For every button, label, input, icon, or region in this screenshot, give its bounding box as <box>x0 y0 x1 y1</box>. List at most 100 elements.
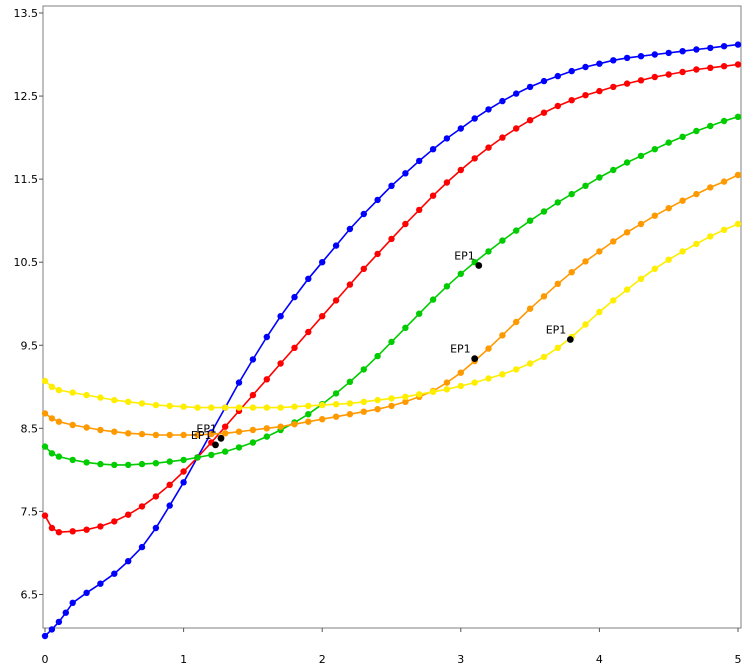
data-point <box>485 144 492 151</box>
series-line <box>44 174 739 436</box>
data-point <box>443 283 451 290</box>
data-point <box>526 217 534 224</box>
data-point <box>568 67 575 75</box>
data-point <box>499 332 506 339</box>
data-point <box>69 599 76 606</box>
data-point <box>83 526 90 533</box>
data-point <box>125 430 132 437</box>
data-point <box>679 197 686 204</box>
y-tick-label: 11.5 <box>14 173 39 186</box>
data-point <box>402 324 409 331</box>
data-point <box>194 431 201 439</box>
data-point <box>332 242 340 249</box>
data-point <box>485 106 492 113</box>
data-point <box>235 428 243 435</box>
data-point <box>97 426 104 434</box>
data-point <box>471 379 478 386</box>
data-point <box>637 152 645 160</box>
data-point <box>180 456 187 464</box>
data-point <box>734 220 742 228</box>
data-point <box>623 80 631 87</box>
data-point <box>263 404 270 411</box>
data-point <box>679 48 686 55</box>
data-point <box>402 398 409 405</box>
y-tick-label: 10.5 <box>14 256 39 269</box>
data-point <box>97 394 104 401</box>
data-point <box>679 68 686 76</box>
series-3 <box>41 113 742 469</box>
data-point <box>457 369 464 376</box>
series-2 <box>41 61 742 536</box>
data-point <box>429 388 437 395</box>
data-point <box>429 192 437 199</box>
data-point <box>83 391 90 399</box>
data-point <box>610 83 617 91</box>
y-tick-label: 7.5 <box>21 505 39 518</box>
data-point <box>707 184 714 191</box>
data-point <box>249 391 257 399</box>
data-point <box>48 383 56 390</box>
data-point <box>235 404 243 411</box>
data-point <box>540 208 548 215</box>
data-point <box>138 543 146 551</box>
data-point <box>166 481 173 488</box>
data-point <box>596 174 603 181</box>
data-point <box>526 83 534 91</box>
data-point <box>623 54 631 62</box>
data-point <box>41 377 49 385</box>
data-point <box>332 297 340 304</box>
data-point <box>596 87 603 95</box>
data-point <box>55 453 63 460</box>
data-point <box>48 524 56 532</box>
data-point <box>374 352 381 360</box>
data-point <box>513 125 520 132</box>
data-point <box>152 460 160 467</box>
data-point <box>665 49 672 57</box>
data-point <box>679 248 686 255</box>
series-4 <box>41 171 742 439</box>
data-point <box>319 401 326 409</box>
data-point <box>208 404 215 411</box>
data-point <box>180 479 187 486</box>
data-point <box>637 275 645 282</box>
data-point <box>554 280 561 287</box>
y-tick-label: 13.5 <box>14 7 39 20</box>
data-point <box>374 396 381 404</box>
data-point <box>138 430 146 438</box>
data-point <box>554 344 561 351</box>
y-tick-label: 8.5 <box>21 422 39 435</box>
data-point <box>346 411 354 418</box>
data-point <box>55 618 63 626</box>
data-point <box>623 229 631 236</box>
data-point <box>610 238 617 245</box>
data-point <box>125 461 132 469</box>
data-point <box>554 72 561 80</box>
data-point <box>720 43 728 50</box>
data-point <box>111 518 118 525</box>
data-point <box>429 146 437 153</box>
axes: 6.5 7.5 8.5 9.5 10.5 11.5 12.5 13.5 0 1 2 3 4 5 <box>14 5 742 666</box>
data-point <box>513 318 520 326</box>
data-point <box>222 448 229 455</box>
data-point <box>485 345 492 352</box>
x-tick-label: 4 <box>596 653 603 666</box>
data-point <box>707 44 714 52</box>
data-point <box>513 227 520 234</box>
data-point <box>263 333 270 341</box>
data-point <box>166 402 173 410</box>
data-point <box>235 379 243 386</box>
data-point <box>693 127 700 135</box>
data-point <box>83 459 90 466</box>
data-point <box>637 220 645 228</box>
data-point <box>443 135 451 142</box>
data-point <box>540 353 548 361</box>
data-point <box>48 450 56 457</box>
data-point <box>443 379 451 386</box>
data-point <box>554 102 561 110</box>
data-point <box>388 338 395 346</box>
data-point <box>360 366 367 373</box>
data-point <box>693 240 700 248</box>
data-point <box>305 418 312 425</box>
data-point <box>180 403 187 410</box>
data-point <box>402 170 409 177</box>
